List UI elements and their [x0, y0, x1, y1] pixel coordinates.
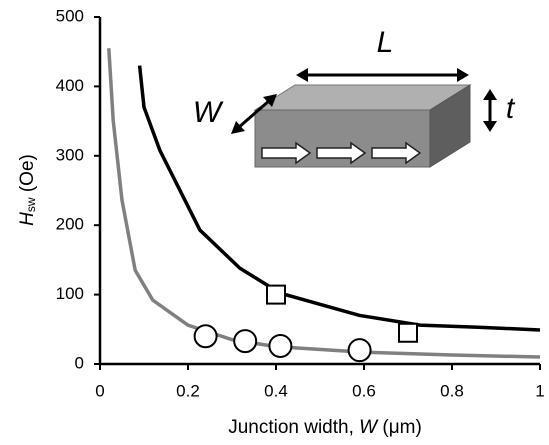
x-label-part: (μm) — [377, 417, 422, 438]
y-tick-label: 300 — [56, 145, 84, 164]
x-tick-label: 1 — [535, 381, 544, 400]
y-tick-label: 0 — [75, 353, 84, 372]
square-marker — [398, 322, 418, 343]
y-axis-label: Hsw (Oe) — [17, 154, 38, 226]
circle-marker — [233, 329, 258, 354]
x-tick-label: 0.4 — [264, 381, 288, 400]
inset-diagram: L W t — [193, 26, 516, 168]
x-tick-label: 0.8 — [440, 381, 464, 400]
y-tick-label: 400 — [56, 76, 84, 95]
x-label-part: Junction width, — [228, 417, 359, 438]
magnetization-arrows — [261, 141, 422, 165]
x-tick-label: 0.6 — [352, 381, 376, 400]
annotation: L — [377, 26, 394, 59]
x-tick-label: 0 — [95, 381, 104, 400]
x-tick-label: 0.2 — [176, 381, 200, 400]
circle-marker — [347, 338, 372, 363]
annotation: t — [506, 92, 516, 125]
annotation: W — [193, 96, 224, 129]
y-tick-label: 200 — [56, 215, 84, 234]
y-tick-label: 500 — [56, 6, 84, 25]
circle-marker — [268, 333, 293, 358]
curve — [107, 48, 541, 359]
curve — [137, 65, 541, 332]
dimension-arrows — [231, 68, 497, 134]
y-label-part: (Oe) — [17, 154, 38, 197]
y-tick-label: 100 — [56, 284, 84, 303]
x-axis-label: Junction width, W (μm) — [228, 417, 422, 438]
circle-marker — [193, 324, 218, 349]
y-label-part: sw — [24, 197, 38, 212]
box-side — [429, 84, 471, 168]
x-label-part: W — [359, 417, 379, 438]
square-marker — [266, 284, 286, 305]
y-label-part: H — [17, 212, 38, 226]
